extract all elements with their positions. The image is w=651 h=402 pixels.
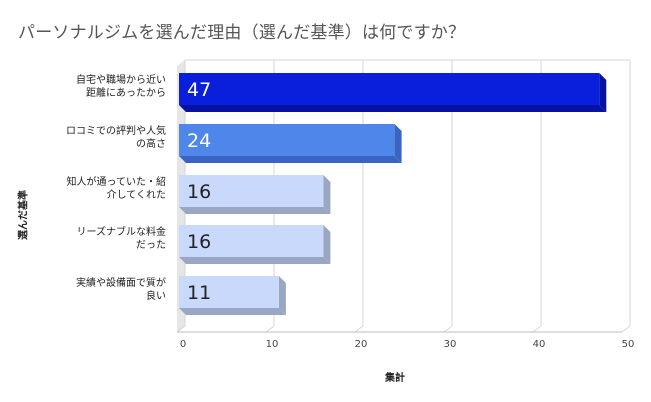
- x-gridline-floor: [354, 325, 364, 333]
- bar-bottom-face: [179, 156, 402, 163]
- bar: [179, 73, 600, 105]
- category-label-line: ロコミでの評判や人気: [66, 126, 166, 137]
- bar-side-face: [278, 276, 286, 315]
- x-tick-label: 50: [622, 339, 635, 350]
- x-tick-label: 10: [266, 339, 279, 350]
- x-gridline-floor: [176, 325, 186, 333]
- bar: [179, 175, 324, 207]
- bar-data-label: 16: [187, 181, 211, 203]
- category-label-line: だった: [136, 240, 166, 251]
- category-label-line: の高さ: [136, 139, 166, 150]
- x-gridline-floor: [265, 325, 275, 333]
- bar-bottom-face: [179, 105, 607, 112]
- bar-data-label: 47: [187, 79, 211, 101]
- x-gridline-floor: [532, 325, 542, 333]
- bar-bottom-face: [179, 308, 286, 315]
- category-label-line: 介してくれた: [106, 190, 166, 201]
- x-tick-label: 20: [355, 339, 368, 350]
- x-axis-label: 集計: [385, 373, 405, 384]
- x-gridline-floor: [621, 325, 631, 333]
- bar: [179, 276, 279, 308]
- category-label: 自宅や職場から近い距離にあったから: [54, 74, 166, 100]
- x-tick-label: 30: [444, 339, 457, 350]
- bar-side-face: [323, 175, 331, 214]
- bar-bottom-face: [179, 207, 331, 214]
- category-label-line: リーズナブルな料金: [76, 227, 167, 238]
- bar-data-label: 24: [187, 130, 211, 152]
- x-gridline-floor: [443, 325, 453, 333]
- category-label-line: 実績や設備面で質が: [76, 278, 166, 289]
- category-label-line: 良い: [146, 291, 166, 302]
- bar: [179, 124, 395, 156]
- bar-data-label: 11: [187, 282, 211, 304]
- chart-title: パーソナルジムを選んだ理由（選んだ基準）は何ですか？: [18, 23, 466, 43]
- bar-side-face: [599, 73, 607, 112]
- x-tick-label: 0: [180, 339, 186, 350]
- category-label: 実績や設備面で質が良い: [54, 277, 166, 303]
- category-label: ロコミでの評判や人気の高さ: [54, 125, 166, 151]
- bar-data-label: 16: [187, 231, 211, 253]
- bar-side-face: [394, 124, 402, 163]
- category-label-line: 知人が通っていた・紹: [66, 177, 167, 188]
- category-label-line: 距離にあったから: [86, 88, 166, 99]
- category-label-line: 自宅や職場から近い: [76, 75, 166, 86]
- category-label: 知人が通っていた・紹介してくれた: [54, 176, 167, 202]
- bar: [179, 225, 324, 257]
- bar-side-face: [323, 225, 331, 264]
- bar-bottom-face: [179, 257, 331, 264]
- category-label: リーズナブルな料金だった: [54, 226, 167, 252]
- x-tick-label: 40: [533, 339, 546, 350]
